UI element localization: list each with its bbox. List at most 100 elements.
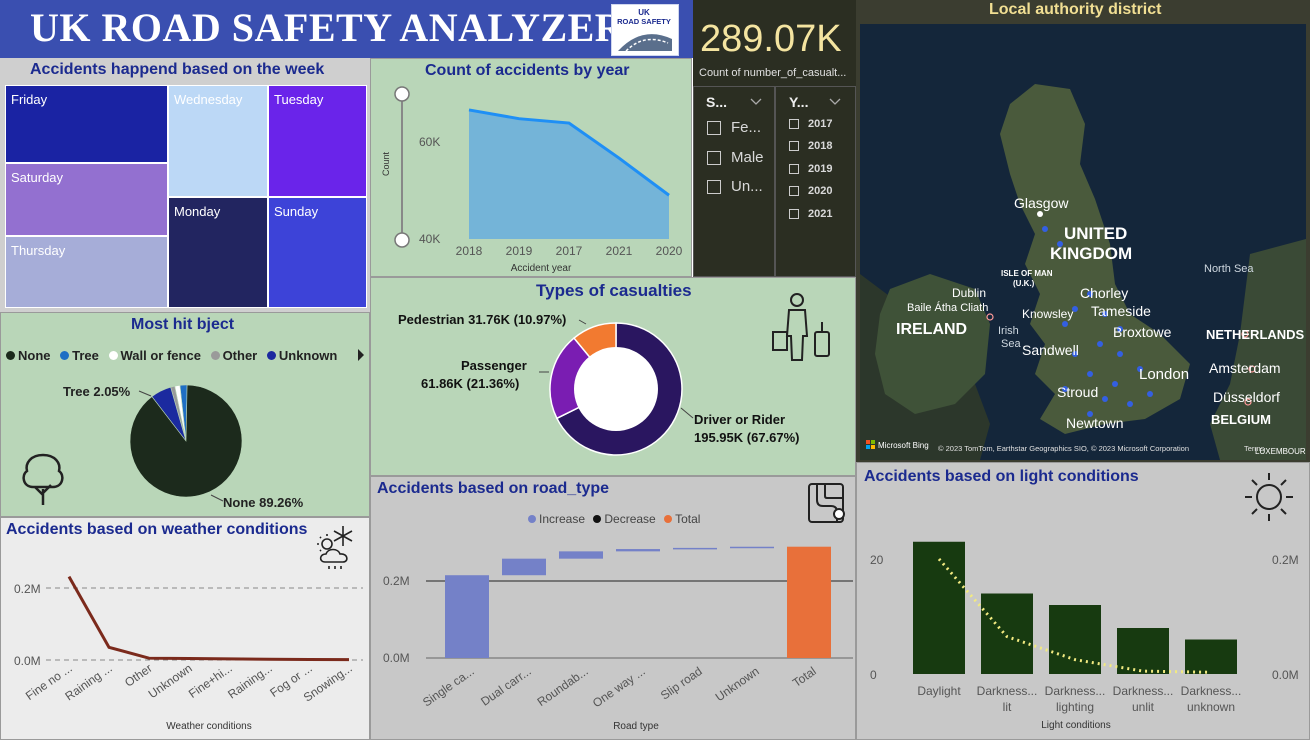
svg-text:UNITED: UNITED [1064,224,1127,243]
svg-text:Knowsley: Knowsley [1022,307,1073,321]
donut-hole [574,347,658,431]
year-option-2017[interactable]: 2017 [789,118,832,130]
weather-panel-title: Accidents based on weather conditions [6,521,308,538]
chevron-down-icon[interactable] [750,97,762,107]
tile-monday[interactable]: Monday [168,197,268,308]
light-bar [1185,639,1237,674]
svg-text:Terms: Terms [1244,444,1265,453]
svg-text:Tree 2.05%: Tree 2.05% [63,384,131,399]
svg-text:Dublin: Dublin [952,286,986,300]
year-option-2019[interactable]: 2019 [789,163,832,175]
tile-wednesday[interactable]: Wednesday [168,85,268,197]
year-panel-title: Count of accidents by year [425,62,630,79]
svg-text:London: London [1139,366,1189,383]
year-option-2020[interactable]: 2020 [789,185,832,197]
svg-text:0.2M: 0.2M [1272,553,1299,567]
week-panel-title: Accidents happend based on the week [30,61,325,78]
tile-thursday[interactable]: Thursday [5,236,168,308]
road-tick-label: Unknown [713,664,762,704]
legend-item-tree[interactable]: Tree [60,348,99,363]
legend-item-none[interactable]: None [6,348,51,363]
svg-text:Microsoft Bing: Microsoft Bing [878,441,929,450]
svg-text:Road type: Road type [613,721,659,732]
tile-friday[interactable]: Friday [5,85,168,163]
year-option-2018[interactable]: 2018 [789,140,832,152]
road-legend: Increase Decrease Total [528,512,700,526]
svg-text:0.2M: 0.2M [14,582,41,596]
year-option-2021[interactable]: 2021 [789,208,832,220]
casualty-donut-chart: Pedestrian 31.76K (10.97%) Passenger 61.… [398,312,800,456]
svg-text:40K: 40K [419,232,440,246]
light-tick-label: Darkness... lit [977,684,1038,714]
kpi-label: Count of number_of_casualt... [699,67,847,79]
svg-text:ISLE OF MAN: ISLE OF MAN [1001,269,1053,278]
svg-text:Irish: Irish [998,325,1019,337]
legend-item-wall[interactable]: Wall or fence [108,348,201,363]
light-panel-title: Accidents based on light conditions [864,468,1139,485]
svg-text:North Sea: North Sea [1204,263,1254,275]
light-tick-label: Darkness... unknown [1181,684,1242,714]
svg-text:Düsseldorf: Düsseldorf [1213,389,1280,405]
year-tick-label: 2021 [606,244,633,258]
svg-text:Broxtowe: Broxtowe [1113,324,1172,340]
year-tick-label: 2018 [456,244,483,258]
light-bar-chart: 20 0 0.2M 0.0M Daylight Darkness... litDar… [870,541,1299,731]
tile-tuesday[interactable]: Tuesday [268,85,367,197]
legend-item-total[interactable]: Total [664,512,700,526]
road-tick-label: Single ca... [420,664,477,710]
svg-text:61.86K (21.36%): 61.86K (21.36%) [421,376,519,391]
svg-text:LUXEMBOURG: LUXEMBOURG [1255,447,1306,456]
casualty-donut-panel: Types of casualties Pedestrian 31.76K (1… [370,277,856,476]
svg-text:Weather conditions: Weather conditions [166,721,251,732]
weather-tick-label: Raining... [225,661,275,702]
svg-text:KINGDOM: KINGDOM [1050,244,1132,263]
uk-map[interactable]: Glasgow UNITED KINGDOM North Sea ISLE OF… [860,24,1306,460]
tree-icon [22,453,64,505]
legend-item-decrease[interactable]: Decrease [593,512,656,526]
year-area-chart: Count 60K 40K 2018 2019 2017 2021 2020 Accid… [381,86,683,274]
map-panel: Local authority district Glasgow UNITED … [856,0,1310,462]
dashboard-header: UK ROAD SAFETY ANALYZER UK ROAD SAFETY [0,0,693,58]
object-legend: None Tree Wall or fence Other Unknown [6,348,337,363]
object-pie-chart: Tree 2.05% None 89.26% [63,384,304,510]
svg-text:195.95K (67.67%): 195.95K (67.67%) [694,430,800,445]
sex-option-female[interactable]: Fe... [707,119,761,136]
object-panel-title: Most hit bject [131,316,235,333]
weather-line-panel: Accidents based on weather conditions 0.… [0,517,370,740]
year-tick-label: 2020 [656,244,683,258]
legend-item-increase[interactable]: Increase [528,512,585,526]
road-increase-bar [502,558,546,576]
light-bar [913,541,965,674]
road-increase-bar [730,546,774,549]
legend-next-icon[interactable] [356,348,366,362]
svg-text:Chorley: Chorley [1080,285,1128,301]
light-tick-label: Darkness... lighting [1045,684,1106,714]
sex-option-unknown[interactable]: Un... [707,178,763,195]
sun-icon [1245,473,1293,521]
tile-sunday[interactable]: Sunday [268,197,367,308]
year-slicer-header: Y... [789,94,809,110]
road-safety-logo: UK ROAD SAFETY [611,4,679,56]
svg-text:0: 0 [870,668,877,682]
road-increase-bar [559,551,603,559]
dashboard-title: UK ROAD SAFETY ANALYZER [30,5,625,50]
road-panel-title: Accidents based on road_type [377,480,610,497]
road-increase-bar [673,547,717,550]
legend-item-unknown[interactable]: Unknown [266,348,337,363]
light-bar [1117,628,1169,674]
legend-item-other[interactable]: Other [210,348,257,363]
sex-slicer-header: S... [706,94,728,110]
year-range-handle-top [394,86,410,102]
light-trend-line [937,558,1212,674]
sex-option-male[interactable]: Male [707,149,764,166]
svg-text:20: 20 [870,553,884,567]
road-increase-bar [445,575,489,658]
road-total-bar [787,546,831,658]
weather-line-chart: 0.2M 0.0M Fine no ...Raining ... OtherUnk… [14,575,363,732]
svg-text:Amsterdam: Amsterdam [1209,360,1281,376]
light-bar [981,593,1033,674]
chevron-down-icon[interactable] [829,97,841,107]
tile-saturday[interactable]: Saturday [5,163,168,236]
year-tick-label: 2017 [556,244,583,258]
pedestrian-luggage-icon [772,293,830,361]
